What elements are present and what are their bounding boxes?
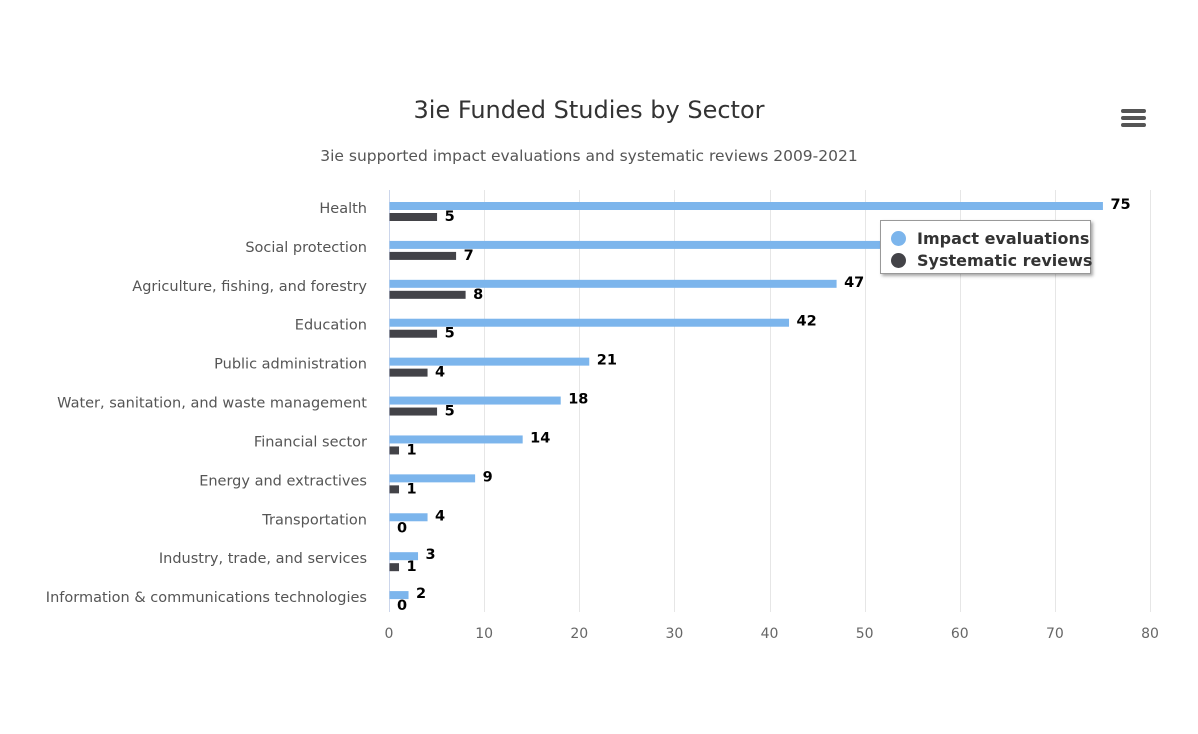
x-tick-label: 30	[665, 626, 683, 642]
data-label: 8	[473, 287, 483, 303]
data-label: 4	[435, 508, 445, 524]
data-label: 9	[483, 469, 493, 485]
data-label: 1	[407, 559, 417, 575]
bar-impact-evaluations[interactable]	[389, 279, 837, 288]
x-tick-label: 0	[385, 626, 394, 642]
data-label: 1	[407, 481, 417, 497]
chart-grid	[389, 190, 1151, 612]
bar-systematic-reviews[interactable]	[389, 329, 438, 338]
data-label: 5	[445, 404, 455, 420]
data-label: 21	[597, 353, 617, 369]
data-label: 42	[797, 314, 817, 330]
legend-item-systematic-reviews[interactable]: Systematic reviews	[891, 250, 1092, 270]
category-label: Industry, trade, and services	[159, 551, 367, 567]
data-label: 47	[844, 275, 864, 291]
bar-systematic-reviews[interactable]	[389, 485, 400, 494]
data-label: 2	[416, 586, 426, 602]
context-menu-button[interactable]	[1120, 107, 1148, 131]
data-label: 75	[1110, 197, 1130, 213]
chart-legend: Impact evaluations Systematic reviews	[880, 220, 1092, 274]
bar-impact-evaluations[interactable]	[389, 591, 409, 600]
hamburger-menu-icon	[1121, 109, 1146, 113]
x-tick-label: 80	[1141, 626, 1159, 642]
bar-systematic-reviews[interactable]	[389, 407, 438, 416]
bar-systematic-reviews[interactable]	[389, 563, 400, 572]
legend-item-impact-evaluations[interactable]: Impact evaluations	[891, 228, 1089, 248]
chart-title: 3ie Funded Studies by Sector	[413, 96, 765, 124]
category-label: Water, sanitation, and waste management	[57, 396, 367, 412]
hamburger-menu-icon-line	[1121, 116, 1146, 120]
data-label: 0	[397, 520, 407, 536]
data-label: 18	[568, 392, 588, 408]
data-label: 5	[445, 326, 455, 342]
bar-systematic-reviews[interactable]	[389, 213, 438, 221]
category-label: Information & communications technologie…	[46, 590, 367, 606]
legend-marker-icon	[891, 252, 906, 268]
chart-bars	[389, 202, 1103, 600]
bar-systematic-reviews[interactable]	[389, 446, 400, 455]
data-label: 14	[530, 430, 550, 446]
data-label: 4	[435, 365, 445, 381]
bar-impact-evaluations[interactable]	[389, 552, 419, 561]
category-label: Financial sector	[254, 434, 367, 450]
data-label: 1	[407, 442, 417, 458]
x-tick-label: 70	[1046, 626, 1064, 642]
category-label: Energy and extractives	[199, 473, 367, 489]
category-label: Transportation	[261, 512, 367, 528]
bar-impact-evaluations[interactable]	[389, 318, 790, 327]
bar-systematic-reviews[interactable]	[389, 368, 428, 377]
data-label: 5	[445, 209, 455, 225]
bar-impact-evaluations[interactable]	[389, 396, 561, 405]
bar-impact-evaluations[interactable]	[389, 202, 1103, 210]
bar-systematic-reviews[interactable]	[389, 290, 466, 299]
category-label: Health	[319, 201, 367, 217]
x-tick-label: 10	[475, 626, 493, 642]
legend-label: Systematic reviews	[917, 250, 1093, 270]
legend-label: Impact evaluations	[917, 228, 1090, 248]
bar-impact-evaluations[interactable]	[389, 357, 590, 366]
x-tick-label: 40	[761, 626, 779, 642]
x-tick-label: 60	[951, 626, 969, 642]
bar-impact-evaluations[interactable]	[389, 513, 428, 522]
bar-impact-evaluations[interactable]	[389, 435, 523, 444]
bar-systematic-reviews[interactable]	[389, 251, 457, 260]
category-label: Agriculture, fishing, and forestry	[132, 279, 367, 295]
data-label: 0	[397, 598, 407, 614]
x-tick-label: 50	[856, 626, 874, 642]
category-label: Public administration	[214, 357, 367, 373]
legend-marker-icon	[891, 230, 906, 246]
category-label: Social protection	[245, 240, 367, 256]
chart-subtitle: 3ie supported impact evaluations and sys…	[320, 147, 858, 165]
category-label: Education	[295, 318, 367, 334]
x-tick-label: 20	[570, 626, 588, 642]
data-label: 3	[426, 547, 436, 563]
bar-impact-evaluations[interactable]	[389, 240, 894, 249]
hamburger-menu-icon-line	[1121, 123, 1146, 127]
bar-impact-evaluations[interactable]	[389, 474, 476, 483]
data-label: 7	[464, 248, 474, 264]
